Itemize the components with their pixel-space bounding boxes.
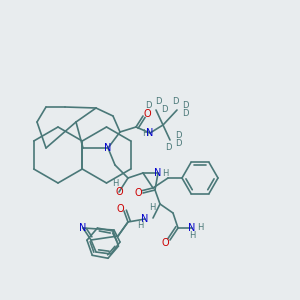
Text: N: N [154, 168, 162, 178]
Text: N: N [141, 214, 149, 224]
Text: D: D [182, 101, 188, 110]
Text: H: H [137, 221, 143, 230]
Text: N: N [146, 128, 154, 138]
Text: N: N [79, 223, 87, 233]
Text: D: D [175, 140, 181, 148]
Text: D: D [161, 104, 167, 113]
Text: H: H [142, 130, 148, 139]
Text: O: O [143, 109, 151, 119]
Text: H: H [197, 224, 203, 232]
Text: O: O [161, 238, 169, 248]
Text: D: D [145, 101, 151, 110]
Text: O: O [134, 188, 142, 198]
Text: D: D [165, 142, 171, 152]
Text: D: D [155, 98, 161, 106]
Text: D: D [182, 110, 188, 118]
Text: N: N [188, 223, 196, 233]
Text: H: H [189, 232, 195, 241]
Text: D: D [172, 98, 178, 106]
Text: N: N [104, 143, 112, 153]
Text: H: H [149, 202, 155, 211]
Text: O: O [115, 187, 123, 197]
Text: H: H [162, 169, 168, 178]
Text: O: O [116, 204, 124, 214]
Text: H: H [112, 178, 118, 188]
Text: D: D [175, 131, 181, 140]
